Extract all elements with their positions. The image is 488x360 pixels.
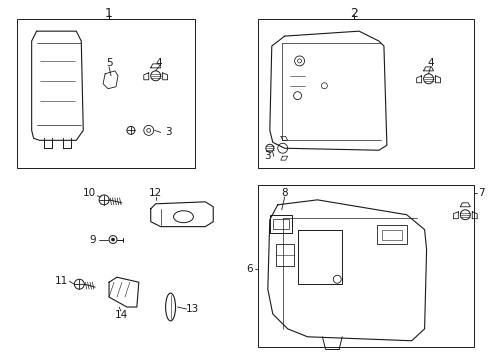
Bar [269, 215, 291, 233]
Bar [257, 19, 473, 168]
Ellipse shape [173, 211, 193, 223]
Circle shape [74, 279, 84, 289]
Circle shape [150, 71, 161, 81]
Text: 4: 4 [427, 58, 433, 68]
Circle shape [333, 275, 341, 283]
Circle shape [146, 129, 150, 132]
Text: 12: 12 [149, 188, 162, 198]
Text: 13: 13 [185, 304, 199, 314]
Circle shape [99, 195, 109, 205]
Text: 8: 8 [281, 188, 287, 198]
Text: 7: 7 [477, 188, 484, 198]
Circle shape [265, 144, 273, 152]
Circle shape [143, 125, 153, 135]
Text: 4: 4 [155, 58, 162, 68]
Text: 9: 9 [90, 234, 96, 244]
Bar [17, 19, 195, 168]
Text: 1: 1 [105, 7, 113, 20]
Circle shape [111, 238, 114, 241]
Bar [381, 230, 401, 239]
Circle shape [423, 74, 433, 84]
Text: 2: 2 [349, 7, 357, 20]
Text: 11: 11 [55, 276, 68, 286]
Circle shape [127, 126, 135, 134]
Ellipse shape [165, 293, 175, 321]
Circle shape [297, 59, 301, 63]
Circle shape [321, 83, 326, 89]
Bar [272, 219, 288, 229]
Circle shape [277, 143, 287, 153]
Text: 6: 6 [246, 264, 253, 274]
Bar [376, 225, 406, 244]
Circle shape [293, 92, 301, 100]
Circle shape [294, 56, 304, 66]
Text: 14: 14 [114, 310, 127, 320]
Text: 3: 3 [165, 127, 172, 138]
Bar [275, 244, 293, 266]
Circle shape [459, 210, 469, 220]
Bar [257, 185, 473, 347]
Text: 5: 5 [105, 58, 112, 68]
Circle shape [109, 235, 117, 243]
Bar [297, 230, 342, 284]
Text: 10: 10 [82, 188, 96, 198]
Text: 3: 3 [264, 151, 270, 161]
